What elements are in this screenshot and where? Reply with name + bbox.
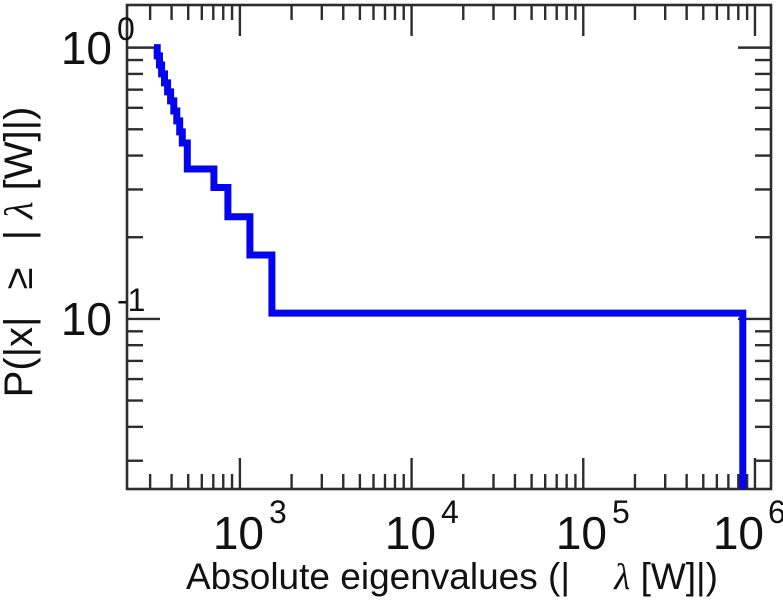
x-tick-1e3-base: 10 — [213, 507, 264, 559]
plot-generated-layer — [125, 3, 773, 491]
plot-frame — [125, 3, 773, 491]
x-tick-1e3-exponent: 3 — [269, 494, 287, 530]
x-axis-label-suffix: [W]|) — [641, 556, 718, 597]
y-tick-label-1e-1: 10 -1 — [61, 282, 146, 345]
y-axis-label: P(|x| ≥ | λ [W]|) — [0, 107, 41, 398]
y-axis-label-bar: | — [0, 230, 41, 240]
x-tick-1e5-exponent: 5 — [612, 494, 630, 530]
y-tick-1e-1-exponent: -1 — [117, 282, 145, 318]
x-tick-1e4-base: 10 — [385, 507, 436, 559]
x-tick-1e4-exponent: 4 — [441, 494, 459, 530]
x-axis-label-lambda: λ — [613, 557, 630, 598]
x-tick-label-1e5: 10 5 — [556, 494, 630, 559]
y-axis-label-suffix: [W]|) — [0, 107, 41, 191]
x-tick-1e6-base: 10 — [713, 507, 764, 559]
x-axis-label: Absolute eigenvalues (| λ [W]|) — [186, 556, 718, 598]
y-tick-1e0-base: 10 — [61, 22, 112, 74]
y-tick-1e0-exponent: 0 — [117, 11, 135, 47]
x-tick-label-1e3: 10 3 — [213, 494, 287, 559]
x-tick-1e6-exponent: 6 — [768, 494, 783, 530]
x-tick-1e5-base: 10 — [556, 507, 607, 559]
x-tick-label-1e6: 10 6 — [713, 494, 783, 559]
ccdf-step-line — [153, 44, 747, 489]
y-tick-label-1e0: 10 0 — [61, 11, 135, 74]
y-axis-label-lambda: λ — [0, 202, 41, 220]
y-axis-label-prefix: P(|x| — [0, 317, 41, 398]
x-tick-label-1e4: 10 4 — [385, 494, 459, 559]
y-tick-1e-1-base: 10 — [61, 293, 112, 345]
x-axis-label-prefix: Absolute eigenvalues (| — [186, 556, 570, 597]
y-axis-label-operator: ≥ — [0, 267, 41, 289]
